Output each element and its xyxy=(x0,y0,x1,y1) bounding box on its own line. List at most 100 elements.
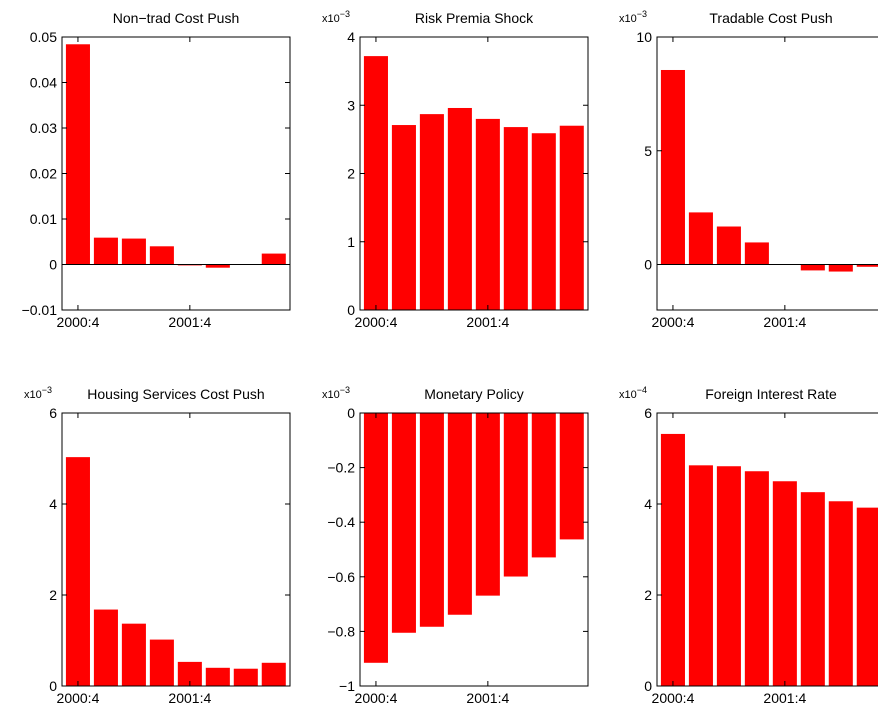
axis-multiplier-base: x10 xyxy=(24,389,42,401)
bar xyxy=(205,667,230,686)
y-tick-label: 0 xyxy=(347,405,355,421)
y-tick-label: 0 xyxy=(49,678,57,694)
y-tick-label: 4 xyxy=(49,496,57,512)
x-tick-label: 2000:4 xyxy=(652,690,695,706)
bar xyxy=(363,413,388,663)
y-tick-label: 0.04 xyxy=(30,75,57,91)
x-tick-label: 2001:4 xyxy=(466,314,509,330)
y-tick-label: −0.01 xyxy=(22,302,58,318)
axis-multiplier-base: x10 xyxy=(619,13,637,25)
bar xyxy=(828,501,853,686)
y-tick-label: 5 xyxy=(644,143,652,159)
axis-multiplier: x10−3 xyxy=(322,9,350,25)
bar xyxy=(688,212,713,265)
bar xyxy=(772,481,797,686)
bar xyxy=(447,107,472,310)
y-tick-label: 10 xyxy=(636,29,652,45)
bar xyxy=(800,492,825,686)
y-tick-label: 2 xyxy=(347,166,355,182)
bar xyxy=(503,413,528,577)
axes-box xyxy=(359,412,589,687)
y-tick-label: 6 xyxy=(49,405,57,421)
axis-multiplier-base: x10 xyxy=(619,389,637,401)
y-tick-label: 0 xyxy=(347,302,355,318)
y-tick-label: 2 xyxy=(49,587,57,603)
bar xyxy=(475,118,500,311)
bar xyxy=(716,466,741,686)
x-tick-label: 2000:4 xyxy=(57,690,100,706)
chart-title: Housing Services Cost Push xyxy=(87,386,264,402)
y-tick-label: 4 xyxy=(644,496,652,512)
axis-multiplier-exponent: −3 xyxy=(340,385,350,395)
y-tick-label: 2 xyxy=(644,587,652,603)
y-tick-label: 0 xyxy=(644,257,652,273)
axis-multiplier: x10−4 xyxy=(619,385,647,401)
y-tick-label: 0 xyxy=(49,257,57,273)
bar xyxy=(688,465,713,686)
bar xyxy=(121,623,146,686)
bar xyxy=(856,507,878,686)
bar xyxy=(419,114,444,310)
bar xyxy=(800,264,825,271)
bar xyxy=(121,238,146,265)
y-tick-label: −1 xyxy=(339,678,355,694)
bar xyxy=(261,253,286,265)
bar xyxy=(503,127,528,310)
bar xyxy=(856,264,878,267)
plot-area xyxy=(62,37,290,310)
x-tick-label: 2001:4 xyxy=(168,690,211,706)
axis-multiplier: x10−3 xyxy=(619,9,647,25)
y-tick-label: 0.01 xyxy=(30,211,57,227)
bar xyxy=(447,413,472,615)
x-tick-label: 2000:4 xyxy=(355,314,398,330)
x-tick-label: 2001:4 xyxy=(763,690,806,706)
bar xyxy=(93,609,118,686)
panel: −1 −0.8 −0.6 −0.4 −0.2 0 2000:4 2001:4 Monetary … xyxy=(322,385,589,706)
bar xyxy=(93,237,118,265)
bar xyxy=(391,413,416,633)
y-tick-label: −0.4 xyxy=(327,514,355,530)
y-tick-label: 0.03 xyxy=(30,120,57,136)
chart-title: Foreign Interest Rate xyxy=(705,386,837,402)
panel: 0 2 4 6 2000:4 2001:4 Housing Services Cost Pu… xyxy=(24,385,291,706)
bar xyxy=(475,413,500,596)
y-tick-label: 6 xyxy=(644,405,652,421)
bar xyxy=(531,413,556,558)
axes-box xyxy=(61,412,291,687)
axis-multiplier-exponent: −3 xyxy=(637,9,647,19)
x-tick-label: 2001:4 xyxy=(466,690,509,706)
bar xyxy=(205,264,230,268)
bar xyxy=(233,668,258,686)
bar xyxy=(660,433,685,686)
chart-title: Monetary Policy xyxy=(424,386,524,402)
bar xyxy=(391,125,416,310)
panel: 0 2 4 6 2000:4 2001:4 Foreign Interest Rate x10… xyxy=(619,385,878,706)
axis-multiplier-exponent: −4 xyxy=(637,385,647,395)
bar xyxy=(559,125,584,310)
x-tick-label: 2000:4 xyxy=(355,690,398,706)
panel: 0 1 2 3 4 2000:4 2001:4 Risk Premia Shock x10−3 xyxy=(322,9,589,330)
x-tick-label: 2000:4 xyxy=(57,314,100,330)
bar xyxy=(65,457,90,686)
bar xyxy=(149,246,174,265)
axis-multiplier-exponent: −3 xyxy=(340,9,350,19)
axis-multiplier-exponent: −3 xyxy=(42,385,52,395)
y-tick-label: 1 xyxy=(347,234,355,250)
y-tick-label: −0.6 xyxy=(327,569,355,585)
bar xyxy=(559,413,584,540)
bar xyxy=(716,226,741,265)
bar xyxy=(363,56,388,310)
axis-multiplier-base: x10 xyxy=(322,13,340,25)
bar xyxy=(744,242,769,265)
axis-multiplier-base: x10 xyxy=(322,389,340,401)
x-tick-label: 2000:4 xyxy=(652,314,695,330)
axes-box xyxy=(656,36,878,311)
y-tick-label: 0 xyxy=(644,678,652,694)
bar xyxy=(744,471,769,686)
y-tick-label: 3 xyxy=(347,97,355,113)
panel: 0 5 10 2000:4 2001:4 Tradable Cost Push x10−3 xyxy=(619,9,878,330)
panel: −0.01 0 0.01 0.02 0.03 0.04 0.05 2000:4 2001:4 No… xyxy=(22,10,291,330)
y-tick-label: 4 xyxy=(347,29,355,45)
